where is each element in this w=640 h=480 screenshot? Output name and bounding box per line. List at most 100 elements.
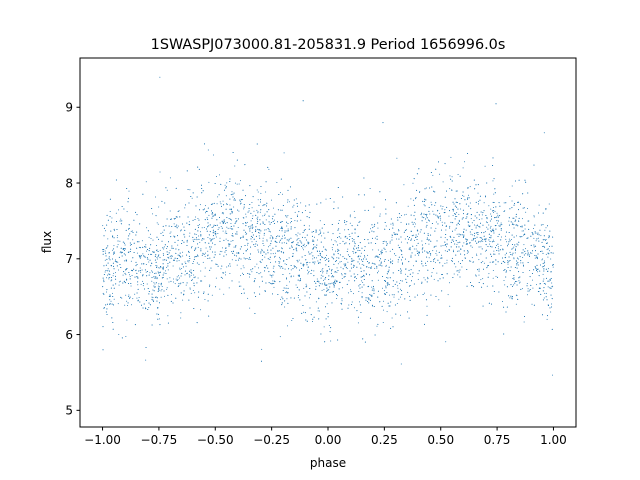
data-point	[452, 276, 454, 278]
data-point	[482, 240, 484, 242]
data-point	[189, 276, 191, 278]
data-point	[109, 210, 111, 212]
data-point	[157, 318, 159, 320]
data-point	[249, 257, 251, 259]
data-point	[260, 230, 262, 232]
data-point	[226, 203, 228, 205]
data-point	[287, 230, 289, 232]
data-point	[536, 264, 538, 266]
data-point	[130, 282, 132, 284]
data-point	[276, 236, 278, 238]
data-point	[170, 255, 172, 257]
data-point	[439, 212, 441, 214]
data-point	[132, 298, 134, 300]
data-point	[351, 232, 353, 234]
data-point	[103, 265, 105, 267]
data-point	[400, 259, 402, 261]
data-point	[318, 298, 320, 300]
data-point	[435, 202, 437, 204]
data-point	[377, 222, 379, 224]
data-point	[458, 213, 460, 215]
data-point	[360, 311, 362, 313]
data-point	[130, 244, 132, 245]
data-point	[111, 249, 113, 251]
data-point	[515, 219, 517, 221]
data-point	[455, 216, 457, 218]
data-point	[225, 230, 227, 232]
data-point	[394, 233, 396, 235]
data-point	[293, 297, 295, 299]
data-point	[488, 205, 490, 207]
data-point	[158, 318, 160, 320]
data-point	[220, 276, 222, 278]
data-point	[373, 225, 375, 227]
data-point	[175, 278, 177, 280]
data-point	[406, 223, 408, 225]
data-point	[377, 227, 379, 229]
data-point	[315, 229, 317, 231]
data-point	[199, 241, 201, 243]
data-point	[152, 289, 154, 291]
data-point	[374, 256, 376, 258]
data-point	[107, 262, 109, 264]
data-point	[117, 303, 119, 305]
data-point	[478, 274, 480, 276]
data-point	[327, 289, 329, 291]
data-point	[243, 206, 245, 208]
data-point	[207, 218, 209, 220]
data-point	[142, 193, 144, 195]
data-point	[397, 285, 399, 287]
data-point	[129, 275, 131, 277]
data-point	[282, 290, 284, 292]
data-point	[196, 322, 198, 324]
data-point	[418, 270, 420, 272]
data-point	[223, 204, 225, 206]
data-point	[297, 232, 299, 234]
data-point	[504, 284, 506, 286]
data-point	[258, 204, 260, 206]
data-point	[440, 254, 442, 256]
data-point	[523, 254, 525, 256]
data-point	[337, 248, 339, 250]
data-point	[107, 270, 109, 272]
data-point	[105, 277, 107, 279]
data-point	[360, 255, 362, 257]
data-point	[495, 206, 497, 208]
data-point	[136, 272, 138, 274]
data-point	[157, 223, 159, 225]
data-point	[183, 241, 185, 243]
data-point	[327, 231, 329, 233]
data-point	[214, 225, 216, 227]
data-point	[315, 230, 317, 232]
data-point	[328, 279, 330, 281]
data-point	[129, 274, 131, 276]
data-point	[434, 262, 436, 264]
data-point	[241, 272, 243, 274]
data-point	[272, 274, 274, 276]
data-point	[221, 220, 223, 222]
data-point	[248, 207, 250, 209]
data-point	[255, 240, 257, 242]
data-point	[113, 245, 115, 247]
data-point	[544, 283, 546, 285]
data-point	[271, 199, 273, 201]
data-point	[147, 308, 149, 310]
data-point	[468, 197, 470, 199]
data-point	[388, 269, 390, 271]
data-point	[131, 230, 133, 232]
data-point	[533, 215, 535, 217]
data-point	[185, 284, 187, 286]
data-point	[369, 317, 371, 319]
data-point	[184, 236, 186, 238]
data-point	[226, 217, 228, 219]
data-point	[277, 250, 279, 252]
data-point	[463, 234, 465, 236]
data-point	[272, 247, 274, 249]
data-point	[428, 239, 430, 241]
data-point	[518, 277, 520, 279]
data-point	[116, 235, 118, 237]
data-point	[191, 280, 193, 282]
data-point	[473, 219, 475, 221]
data-point	[162, 267, 164, 269]
data-point	[251, 202, 253, 204]
